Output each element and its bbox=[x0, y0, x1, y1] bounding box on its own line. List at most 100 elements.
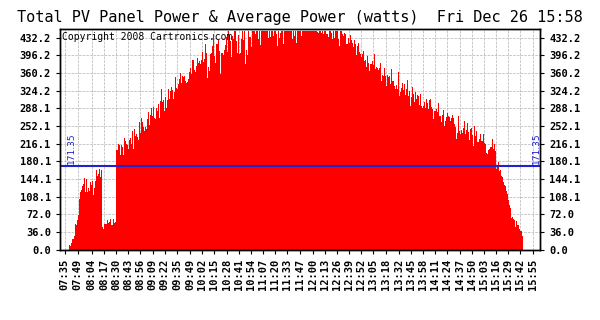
Bar bbox=[386, 86, 387, 250]
Bar bbox=[99, 169, 100, 250]
Bar bbox=[385, 76, 386, 250]
Bar bbox=[388, 77, 389, 250]
Bar bbox=[281, 31, 282, 250]
Bar bbox=[485, 144, 486, 250]
Bar bbox=[445, 121, 446, 250]
Bar bbox=[359, 52, 360, 250]
Bar bbox=[516, 221, 517, 250]
Bar bbox=[131, 131, 133, 250]
Bar bbox=[239, 54, 240, 250]
Bar bbox=[360, 54, 361, 250]
Bar bbox=[292, 39, 293, 250]
Bar bbox=[244, 31, 245, 250]
Bar bbox=[382, 75, 383, 250]
Bar bbox=[240, 53, 241, 250]
Bar bbox=[494, 151, 496, 250]
Bar bbox=[499, 171, 500, 250]
Bar bbox=[493, 149, 494, 250]
Bar bbox=[412, 87, 413, 250]
Bar bbox=[258, 39, 259, 250]
Bar bbox=[401, 88, 402, 250]
Bar bbox=[505, 186, 506, 250]
Bar bbox=[91, 186, 92, 250]
Bar bbox=[171, 87, 172, 250]
Bar bbox=[332, 39, 333, 250]
Bar bbox=[402, 83, 403, 250]
Bar bbox=[364, 61, 365, 250]
Bar bbox=[226, 37, 227, 250]
Bar bbox=[429, 100, 430, 250]
Bar bbox=[340, 31, 341, 250]
Bar bbox=[114, 223, 115, 250]
Bar bbox=[424, 102, 425, 250]
Bar bbox=[245, 64, 246, 250]
Bar bbox=[452, 132, 454, 250]
Bar bbox=[197, 58, 198, 250]
Bar bbox=[191, 74, 193, 250]
Bar bbox=[104, 224, 106, 250]
Bar bbox=[430, 100, 431, 250]
Bar bbox=[145, 127, 146, 250]
Bar bbox=[450, 121, 451, 250]
Bar bbox=[346, 44, 347, 250]
Bar bbox=[421, 106, 422, 250]
Bar bbox=[79, 199, 80, 250]
Bar bbox=[187, 82, 188, 250]
Bar bbox=[208, 67, 209, 250]
Bar bbox=[285, 31, 286, 250]
Bar bbox=[86, 192, 88, 250]
Text: Copyright 2008 Cartronics.com: Copyright 2008 Cartronics.com bbox=[62, 32, 233, 42]
Bar bbox=[71, 239, 73, 250]
Bar bbox=[225, 44, 226, 250]
Bar bbox=[455, 127, 456, 250]
Bar bbox=[178, 84, 179, 250]
Bar bbox=[478, 142, 479, 250]
Bar bbox=[212, 46, 213, 250]
Bar bbox=[175, 77, 176, 250]
Bar bbox=[206, 53, 208, 250]
Bar bbox=[448, 116, 449, 250]
Bar bbox=[439, 116, 440, 250]
Bar bbox=[203, 59, 205, 250]
Bar bbox=[295, 31, 296, 250]
Bar bbox=[422, 106, 424, 250]
Bar bbox=[211, 53, 212, 250]
Bar bbox=[391, 68, 392, 250]
Bar bbox=[93, 195, 94, 250]
Bar bbox=[447, 113, 448, 250]
Bar bbox=[302, 31, 303, 250]
Bar bbox=[74, 231, 76, 250]
Bar bbox=[173, 92, 175, 250]
Bar bbox=[172, 90, 173, 250]
Bar bbox=[82, 187, 83, 250]
Bar bbox=[269, 31, 270, 250]
Bar bbox=[454, 124, 455, 250]
Bar bbox=[214, 55, 215, 250]
Bar bbox=[141, 117, 142, 250]
Bar bbox=[116, 149, 118, 250]
Bar bbox=[218, 51, 220, 250]
Bar bbox=[380, 63, 382, 250]
Bar bbox=[167, 100, 168, 250]
Bar bbox=[262, 31, 263, 250]
Bar bbox=[301, 36, 302, 250]
Bar bbox=[373, 65, 374, 250]
Bar bbox=[459, 131, 460, 250]
Bar bbox=[358, 43, 359, 250]
Bar bbox=[355, 44, 356, 250]
Bar bbox=[473, 146, 474, 250]
Bar bbox=[274, 31, 275, 250]
Bar bbox=[142, 122, 143, 250]
Bar bbox=[253, 31, 254, 250]
Bar bbox=[181, 83, 182, 250]
Bar bbox=[456, 139, 457, 250]
Bar bbox=[433, 119, 434, 250]
Bar bbox=[310, 31, 311, 250]
Bar bbox=[337, 31, 338, 250]
Bar bbox=[521, 231, 522, 250]
Bar bbox=[461, 131, 462, 250]
Bar bbox=[186, 83, 187, 250]
Bar bbox=[491, 147, 492, 250]
Bar bbox=[124, 138, 125, 250]
Bar bbox=[200, 64, 201, 250]
